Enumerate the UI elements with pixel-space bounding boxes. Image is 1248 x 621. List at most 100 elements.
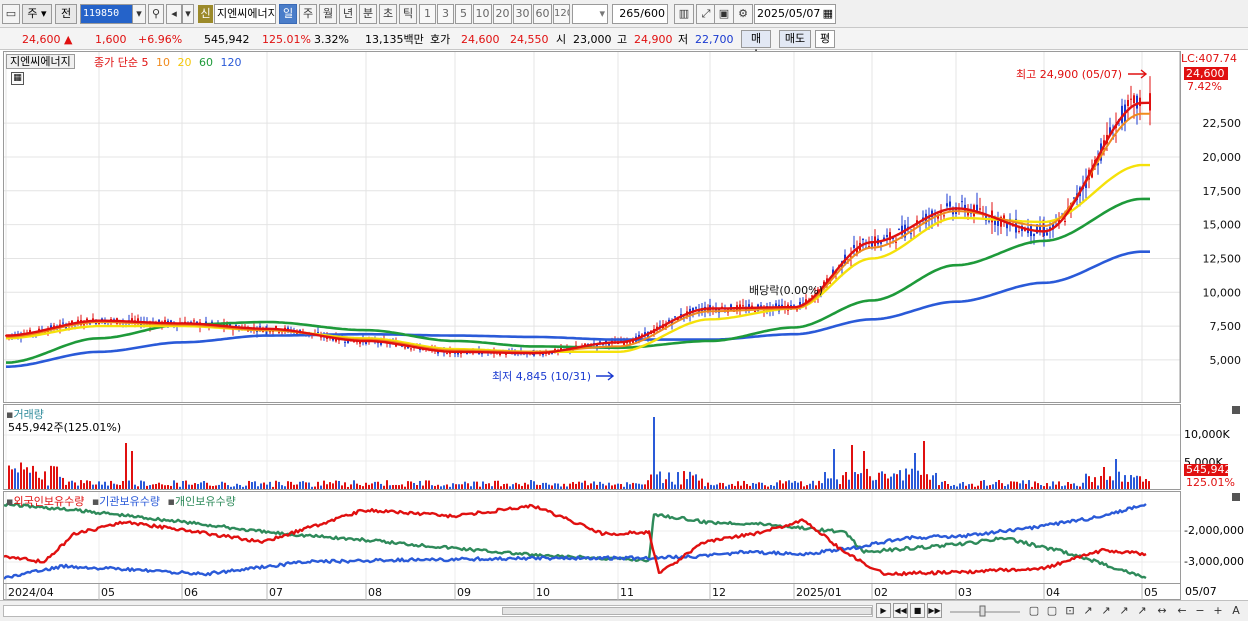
interval-20[interactable]: 20 [493,4,512,24]
stock-code-input[interactable]: 119850 [80,4,134,24]
gear-icon[interactable]: ⚙ [733,4,753,24]
period-year[interactable]: 년 [339,4,357,24]
period-minute[interactable]: 분 [359,4,377,24]
drawing-tool-icon[interactable]: ▢ [1046,604,1058,617]
period-week[interactable]: 주 [299,4,317,24]
play-icon[interactable]: ▶ [876,603,891,618]
average-button[interactable]: 평 [815,30,835,48]
save-icon[interactable]: ▣ [714,4,734,24]
interval-custom-select[interactable]: ▾ [572,4,608,24]
period-month[interactable]: 월 [319,4,337,24]
candle-icon[interactable]: ▥ [674,4,694,24]
line-tool-icon[interactable]: ↗ [1101,604,1111,617]
candle-body [892,237,894,239]
price-tick-label: 20,000 [1203,151,1242,164]
volume-bar [260,483,262,489]
volume-bar [641,484,643,489]
chevron-down-icon[interactable]: ▾ [132,4,146,24]
line-tool-icon[interactable]: ↗ [1137,604,1147,617]
type-select[interactable]: 주 ▾ [22,4,52,24]
volume-ratio: 125.01% [262,33,311,46]
pan-left-icon[interactable]: ← [1177,604,1187,617]
search-icon[interactable]: ⚲ [148,4,164,24]
arrows-icon[interactable]: ↔ [1157,604,1167,617]
minimize-icon[interactable] [1232,493,1240,501]
zoom-slider[interactable] [950,604,1020,617]
volume-axis[interactable]: 10,000K 5,000K 545,942 125.01% [1181,404,1248,490]
volume-bar [176,482,178,489]
sell-button[interactable]: 매도 [779,30,811,48]
candle-body [505,353,507,355]
interval-3[interactable]: 3 [437,4,454,24]
prev-button[interactable]: 전 [55,4,77,24]
interval-30[interactable]: 30 [513,4,532,24]
minimize-icon[interactable] [1232,406,1240,414]
volume-tick-10k: 10,000K [1184,428,1230,441]
fast-forward-icon[interactable]: ▶▶ [927,603,942,618]
volume-bar [512,484,514,489]
volume-bar [755,483,757,489]
volume-bar [14,468,16,489]
scroll-thumb[interactable] [502,607,872,615]
text-tool-icon[interactable]: A [1232,604,1240,617]
volume-bar [476,481,478,489]
candle-body [979,208,981,210]
volume-bar [170,485,172,489]
candle-body [542,353,544,356]
interval-10[interactable]: 10 [473,4,492,24]
price-chart-canvas[interactable] [4,52,1180,402]
date-input[interactable]: 2025/05/07 ▦ [754,4,836,24]
volume-bar [1106,479,1108,489]
ma-legend: 종가 단순 5 10 20 60 120 [94,54,241,70]
volume-bar [623,486,625,489]
drawing-tool-icon[interactable]: ▢ [1028,604,1040,617]
calculator-icon[interactable]: ▦ [11,72,24,85]
period-tick[interactable]: 틱 [399,4,417,24]
stock-chip[interactable]: 지엔씨에너지 [6,54,75,69]
line-tool-icon[interactable]: ↗ [1119,604,1129,617]
zoom-in-icon[interactable]: + [1213,604,1223,617]
volume-bar [227,485,229,489]
volume-bar [392,485,394,489]
holdings-canvas[interactable] [4,492,1180,583]
price-axis[interactable]: LC:407.74 24,600 7.42% 5,000 7,500 10,000 1… [1181,51,1248,403]
period-second[interactable]: 초 [379,4,397,24]
window-icon[interactable]: ▭ [2,4,20,24]
interval-60[interactable]: 60 [533,4,552,24]
holdings-axis[interactable]: -2,000,000 -3,000,000 [1181,491,1248,584]
stop-icon[interactable]: ■ [910,603,925,618]
volume-bar [341,485,343,489]
holdings-panel[interactable]: ▪외국인보유수량 ▪기관보유수량 ▪개인보유수량 [3,491,1181,584]
volume-bar [467,483,469,489]
volume-bar [419,480,421,489]
volume-bar [1118,471,1120,489]
drawing-tool-icon[interactable]: ⊡ [1065,604,1075,617]
interval-5[interactable]: 5 [455,4,472,24]
period-day[interactable]: 일 [279,4,297,24]
volume-bar [65,484,67,489]
volume-bar [620,484,622,489]
count-input[interactable]: 265/600 [612,4,668,24]
chevron-down-icon[interactable]: ▾ [182,4,194,24]
rewind-icon[interactable]: ◀◀ [893,603,908,618]
volume-panel[interactable]: ▪거래량 545,942주(125.01%) [3,404,1181,490]
speaker-icon[interactable]: ◂ [166,4,182,24]
line-tool-icon[interactable]: ⤢ [696,4,716,24]
volume-bar [188,484,190,489]
horizontal-scrollbar[interactable] [3,605,873,617]
price-chart-panel[interactable]: 지엔씨에너지 종가 단순 5 10 20 60 120 ▦ 최고 24,900 … [3,51,1181,403]
line-tool-icon[interactable]: ↗ [1083,604,1093,617]
volume-bar [464,481,466,489]
buy-button[interactable]: 매수 [741,30,771,61]
zoom-out-icon[interactable]: − [1195,604,1205,617]
volume-canvas[interactable] [4,405,1180,489]
calendar-icon[interactable]: ▦ [822,7,833,20]
interval-120[interactable]: 120 [553,4,570,24]
volume-bar [23,469,25,489]
volume-bar [113,483,115,489]
interval-1[interactable]: 1 [419,4,436,24]
volume-bar [875,479,877,489]
x-tick-label: 08 [368,586,382,599]
candle-body [193,320,195,322]
candle-body [674,316,676,318]
